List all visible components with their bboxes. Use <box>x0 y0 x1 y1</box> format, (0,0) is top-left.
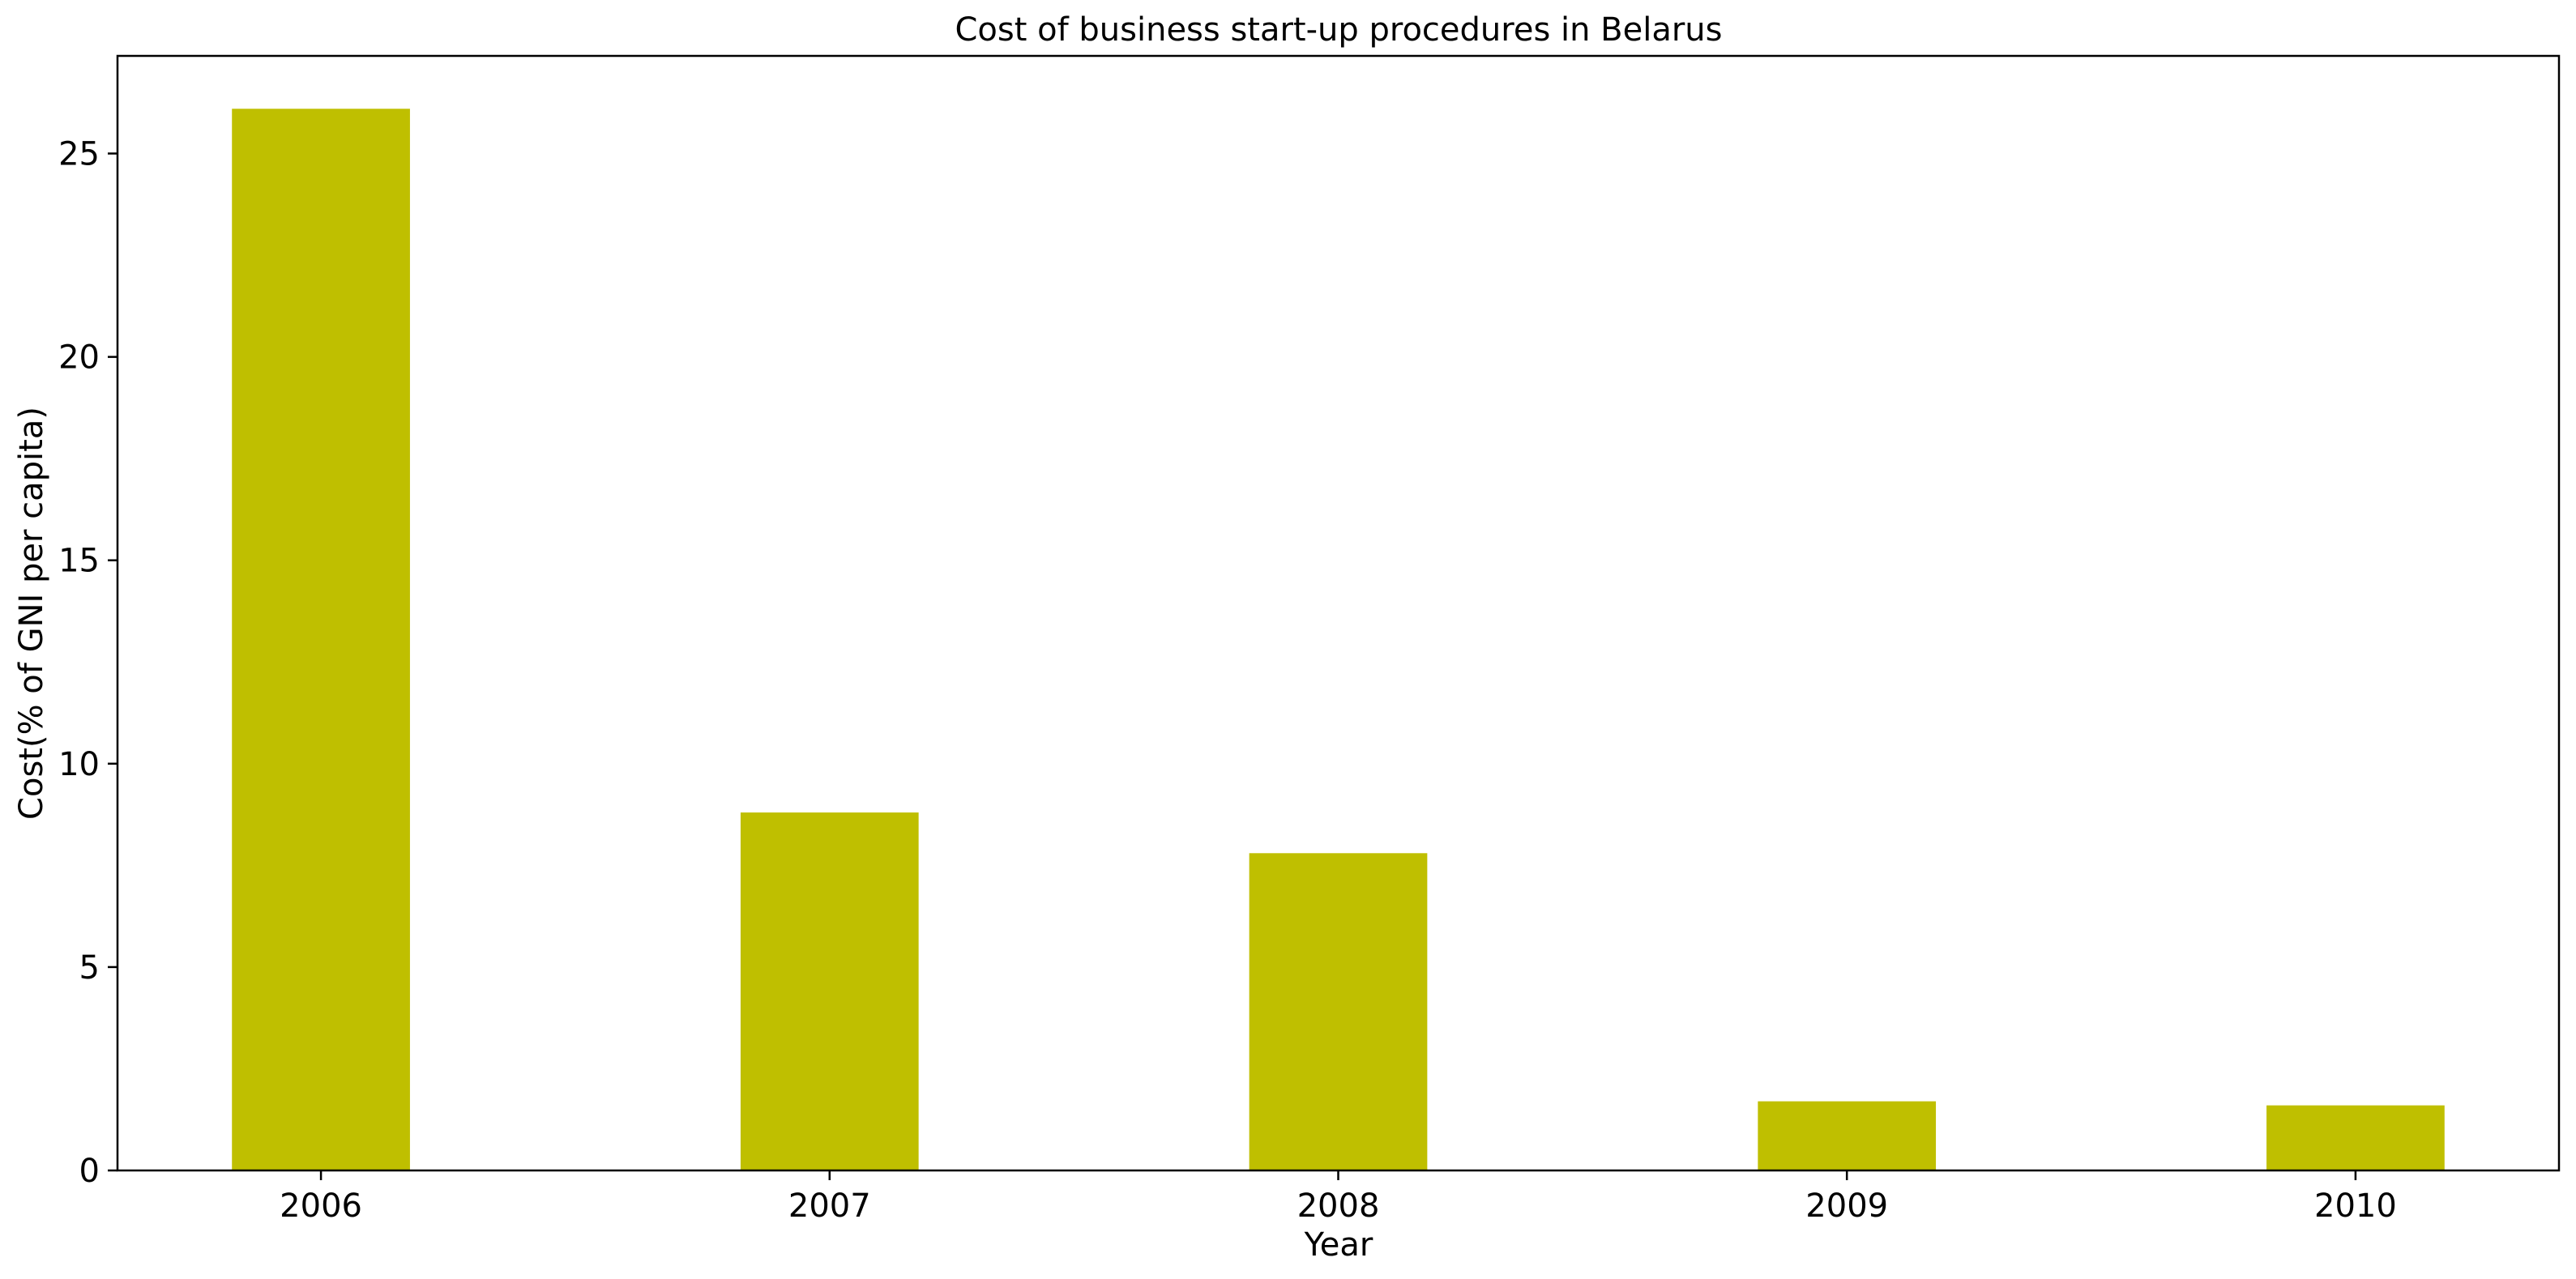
y-tick-label: 15 <box>58 543 100 580</box>
bar-2010 <box>2266 1105 2445 1170</box>
bar-2006 <box>232 109 410 1170</box>
x-tick-label: 2009 <box>1805 1187 1888 1225</box>
x-axis-label: Year <box>1304 1226 1373 1264</box>
bars-layer <box>232 109 2445 1170</box>
chart-title: Cost of business start-up procedures in … <box>955 11 1722 49</box>
x-tick-label: 2008 <box>1297 1187 1380 1225</box>
x-tick-label: 2010 <box>2314 1187 2397 1225</box>
x-tick-label: 2006 <box>280 1187 362 1225</box>
y-tick-label: 25 <box>58 136 100 173</box>
bar-2009 <box>1758 1101 1937 1170</box>
x-tick-label: 2007 <box>788 1187 871 1225</box>
bar-2007 <box>740 812 919 1170</box>
y-tick-label: 20 <box>58 339 100 377</box>
y-tick-label: 0 <box>79 1153 100 1190</box>
y-axis: 0 5 10 15 20 25 <box>58 136 117 1190</box>
y-tick-label: 5 <box>79 949 100 987</box>
bar-2008 <box>1249 853 1428 1170</box>
y-axis-label: Cost(% of GNI per capita) <box>13 407 50 820</box>
y-tick-label: 10 <box>58 746 100 783</box>
x-axis: 2006 2007 2008 2009 2010 <box>280 1170 2397 1225</box>
